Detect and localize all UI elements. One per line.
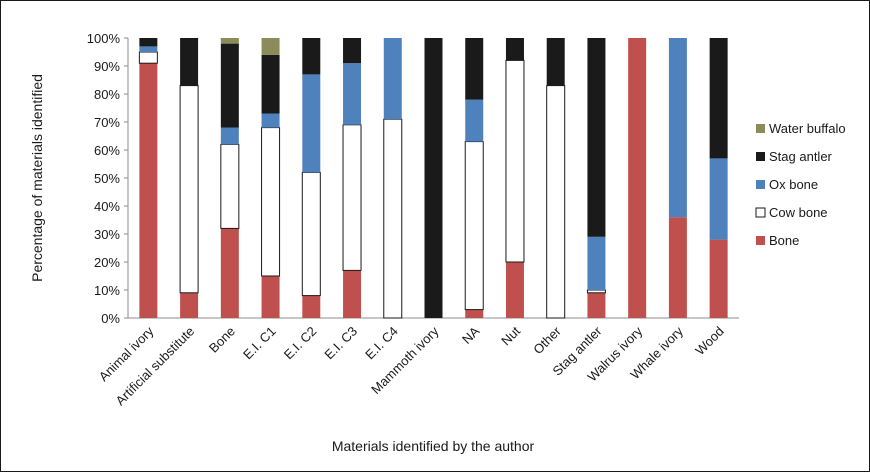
y-axis-label: Percentage of materials identified <box>29 74 45 282</box>
y-tick-label: 90% <box>94 59 120 74</box>
bar-segment-bone <box>302 295 321 318</box>
y-tick-label: 20% <box>94 255 120 270</box>
bar-segment-bone <box>709 239 728 318</box>
bar-segment-cow-bone <box>464 141 484 311</box>
bar-segment-stag-antler <box>261 54 280 114</box>
bar-segment-ox-bone <box>302 74 321 173</box>
bar-segment-cow-bone <box>261 127 281 277</box>
bar-segment-ox-bone <box>465 99 484 142</box>
bar-segment-bone <box>261 276 280 318</box>
legend: Water buffalo Stag antler Ox bone Cow bone B… <box>755 121 846 248</box>
x-tick-label: Artificial substitute <box>113 324 198 409</box>
y-tick-label: 80% <box>94 87 120 102</box>
bar-segment-stag-antler <box>505 38 524 61</box>
x-tick-label: NA <box>459 323 483 347</box>
legend-label: Water buffalo <box>769 121 846 136</box>
bar-segment-stag-antler <box>302 38 321 75</box>
x-tick-label: Nut <box>498 323 523 348</box>
bar-segment-ox-bone <box>383 38 402 120</box>
bar-segment-cow-bone <box>301 171 321 297</box>
legend-label: Ox bone <box>769 177 818 192</box>
bar-segment-ox-bone <box>261 113 280 128</box>
bar-segment-ox-bone <box>587 236 606 290</box>
y-tick-label: 40% <box>94 199 120 214</box>
x-tick-label: E.I. C3 <box>321 324 360 363</box>
bar-segment-cow-bone <box>138 51 158 64</box>
legend-label: Cow bone <box>769 205 828 220</box>
bar-segment-bone <box>220 228 239 318</box>
bar-segment-stag-antler <box>709 38 728 159</box>
x-tick-label: Other <box>530 323 564 357</box>
bar-segment-bone <box>465 309 484 318</box>
legend-swatch <box>755 207 766 218</box>
bar-segment-ox-bone <box>220 127 239 145</box>
bar-segment-stag-antler <box>546 38 565 86</box>
bar-segment-water-buffalo <box>261 38 280 55</box>
bar-segment-cow-bone <box>505 59 525 263</box>
bar-segment-cow-bone <box>179 85 199 294</box>
bar-segment-stag-antler <box>424 38 443 318</box>
bar-segment-stag-antler <box>180 38 199 86</box>
y-tick-label: 70% <box>94 115 120 130</box>
y-tick-label: 60% <box>94 143 120 158</box>
bar-segment-ox-bone <box>139 46 158 52</box>
bar-segment-bone <box>628 38 647 318</box>
x-tick-label: E.I. C2 <box>281 324 320 363</box>
legend-label: Bone <box>769 233 799 248</box>
bar-segment-bone <box>505 262 524 318</box>
y-tick-label: 30% <box>94 227 120 242</box>
x-tick-label: E.I. C4 <box>362 324 401 363</box>
legend-swatch <box>756 236 765 245</box>
bar-segment-cow-bone <box>546 85 566 319</box>
bar-segment-stag-antler <box>139 38 158 47</box>
bar-segment-stag-antler <box>587 38 606 237</box>
bar-segment-stag-antler <box>220 43 239 128</box>
x-tick-label: Bone <box>206 324 238 356</box>
y-tick-label: 0% <box>101 311 120 326</box>
bar-segment-bone <box>343 270 362 318</box>
bar-segment-ox-bone <box>668 38 687 218</box>
y-tick-label: 100% <box>87 31 121 46</box>
x-tick-label: Wood <box>692 324 726 358</box>
bar-segment-cow-bone <box>383 118 403 319</box>
bar-segment-bone <box>139 63 158 319</box>
legend-swatch <box>756 124 765 133</box>
bar-segment-cow-bone <box>220 143 240 229</box>
x-tick-label: E.I. C1 <box>240 324 279 363</box>
legend-label: Stag antler <box>769 149 833 164</box>
bars <box>138 38 728 319</box>
bar-segment-cow-bone <box>586 289 606 294</box>
bar-segment-bone <box>668 217 687 318</box>
y-tick-label: 10% <box>94 283 120 298</box>
bar-segment-ox-bone <box>343 63 362 125</box>
bar-segment-bone <box>587 292 606 318</box>
bar-segment-stag-antler <box>465 38 484 100</box>
x-axis-label: Materials identified by the author <box>332 438 535 454</box>
bar-segment-bone <box>180 292 199 318</box>
legend-swatch <box>756 152 765 161</box>
bar-segment-water-buffalo <box>220 38 239 44</box>
y-tick-label: 50% <box>94 171 120 186</box>
bar-segment-stag-antler <box>343 38 362 64</box>
bar-segment-ox-bone <box>709 158 728 240</box>
legend-swatch <box>756 180 765 189</box>
y-tick-labels: 0% 10% 20% 30% 40% 50% 60% 70% 80% 90% 100% <box>87 31 128 326</box>
plot-area: 0% 10% 20% 30% 40% 50% 60% 70% 80% 90% 100% Animal… <box>87 31 739 408</box>
bar-segment-cow-bone <box>342 124 362 271</box>
